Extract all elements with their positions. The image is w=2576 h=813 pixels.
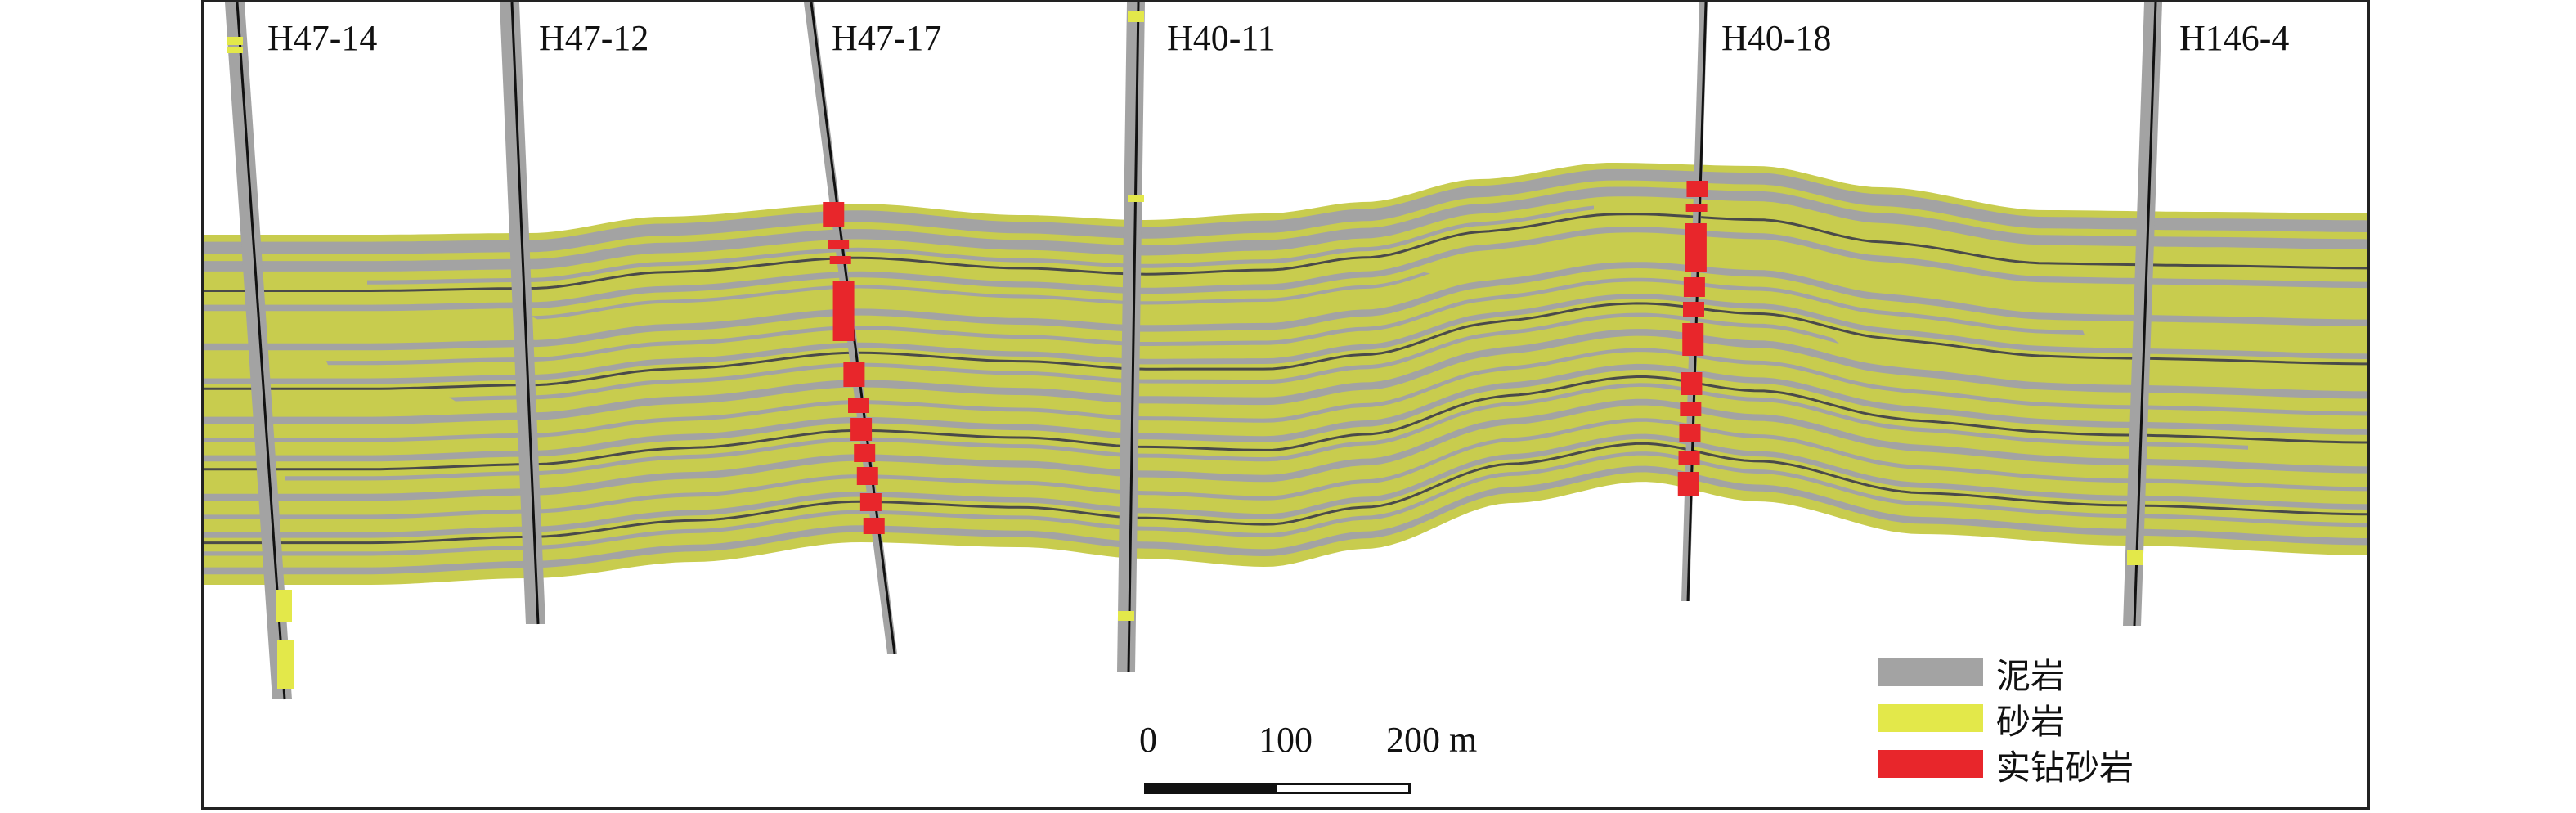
scale-bar-line	[1144, 783, 1411, 794]
mudstone-band	[204, 227, 2367, 312]
well-trajectory-h47-12	[510, 2, 540, 625]
well-column-h47-14	[225, 2, 292, 699]
drilled-sandstone-segment	[1686, 181, 1708, 197]
drilled-sandstone-segment	[850, 418, 873, 441]
mudstone-band	[204, 262, 2367, 351]
mudstone-band	[204, 168, 2367, 254]
drilled-sandstone-segment	[848, 398, 870, 413]
horizon-line	[204, 213, 2367, 292]
strata-layers	[204, 163, 2367, 585]
scale-tick-200: 200 m	[1386, 720, 1478, 760]
drilled-sandstone-segment	[1685, 204, 1708, 212]
mudstone-band	[204, 329, 2367, 424]
scale-tick-100: 100	[1259, 720, 1313, 760]
drilled-sandstone-segment	[854, 444, 876, 462]
well-sandstone-marker	[1128, 11, 1144, 22]
drilled-sandstone-segment	[1680, 402, 1702, 416]
well-trajectory-h40-11	[1127, 2, 1140, 672]
mudstone-band	[204, 186, 2367, 272]
well-trajectory-h146-4	[2133, 2, 2157, 627]
drilled-sandstone-segment	[1683, 277, 1705, 297]
mudstone-band	[531, 272, 1430, 320]
mudstone-band	[367, 205, 1594, 285]
mudstone-band	[204, 433, 2367, 538]
legend-swatch-drilled-sandstone	[1878, 750, 1983, 778]
sandstone-body	[204, 163, 2367, 585]
well-sandstone-marker	[1128, 195, 1144, 202]
well-sandstone-marker	[227, 47, 243, 53]
well-label-h40-11: H40-11	[1167, 18, 1276, 58]
reservoir-section	[204, 2, 2367, 700]
well-sandstone-marker	[1118, 611, 1134, 621]
mudstone-band	[204, 294, 2367, 384]
legend-swatch-sandstone	[1878, 704, 1983, 732]
well-column-h146-4	[2123, 2, 2162, 626]
horizon-line	[204, 302, 2367, 390]
legend-label-sandstone: 砂岩	[1996, 702, 2066, 742]
well-label-h47-12: H47-12	[539, 18, 649, 58]
well-label-h47-14: H47-14	[267, 18, 378, 58]
mudstone-band	[204, 465, 2367, 575]
legend-swatch-mudstone	[1878, 658, 1983, 686]
scale-tick-0: 0	[1139, 720, 1157, 760]
well-column-h40-11	[1117, 2, 1145, 672]
well-label-h40-18: H40-18	[1721, 18, 1832, 58]
well-sandstone-marker	[227, 37, 243, 45]
well-label-h146-4: H146-4	[2179, 18, 2290, 58]
drilled-sandstone-segment	[823, 202, 845, 227]
scale-bar-fill	[1147, 785, 1277, 792]
drilled-sandstone-segment	[1679, 424, 1701, 442]
mudstone-band	[285, 383, 2248, 481]
mudstone-band	[204, 363, 2367, 462]
well-columns	[225, 2, 2162, 700]
drilled-sandstone-segment	[832, 281, 855, 341]
drilled-sandstone-segment	[1683, 302, 1704, 317]
mudstone-band	[204, 451, 2367, 556]
drilled-sandstone-segment	[828, 240, 850, 249]
well-sandstone-marker	[2127, 550, 2143, 565]
drilled-sandstone-segment	[863, 518, 885, 534]
well-label-h47-17: H47-17	[832, 18, 942, 58]
drilled-sandstone-segment	[829, 256, 851, 264]
scale-bar: 0 100 200 m	[1139, 719, 1477, 801]
horizon-line	[204, 442, 2367, 545]
mudstone-band	[204, 348, 2367, 442]
cross-section-frame: H47-14 H47-12 H47-17 H40-11 H40-18 H146-…	[201, 0, 2370, 810]
drilled-sandstone-segment	[1682, 323, 1704, 356]
drilled-sandstone-segment	[843, 362, 865, 387]
mudstone-band	[204, 398, 2367, 501]
mudstone-band	[204, 418, 2367, 519]
horizon-line	[204, 375, 2367, 471]
drilled-sandstone-segment	[856, 467, 878, 485]
drilled-sandstone-segment	[859, 493, 882, 511]
well-trajectory-h47-14	[236, 2, 286, 700]
drilled-sandstone-segment	[1681, 372, 1703, 395]
well-sandstone-marker	[277, 640, 294, 689]
drilled-sandstone-segment	[1677, 472, 1699, 496]
drilled-sandstone-segment	[1685, 223, 1707, 272]
well-column-h47-12	[500, 2, 545, 624]
drilled-sandstone-segment	[1678, 451, 1700, 465]
legend-label-mudstone: 泥岩	[1996, 656, 2066, 696]
legend-label-drilled-sandstone: 实钻砂岩	[1996, 748, 2134, 788]
mudstone-band	[449, 312, 1839, 402]
well-sandstone-marker	[276, 590, 292, 622]
